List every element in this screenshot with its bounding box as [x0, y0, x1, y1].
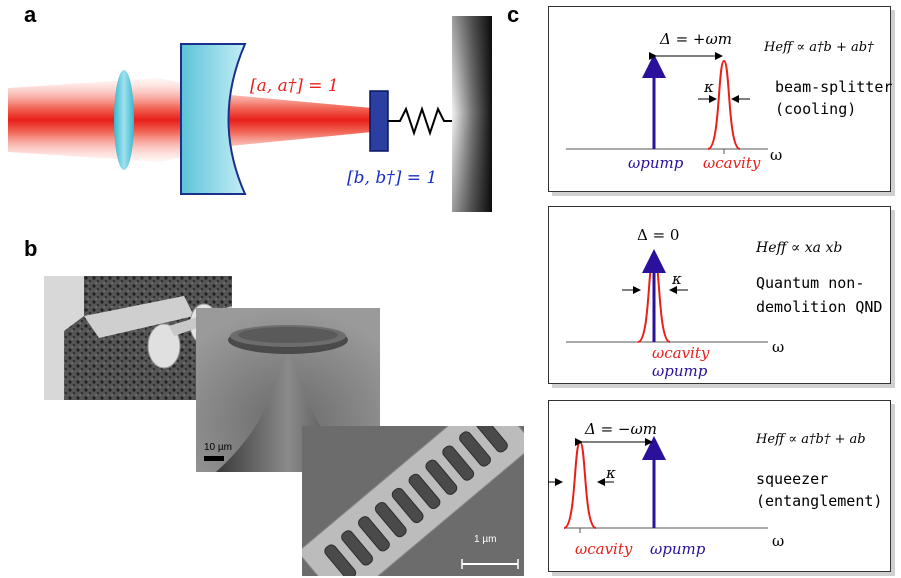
regime-desc-cooling-1: beam-splitter	[775, 78, 893, 96]
scale-label-1um: 1 µm	[474, 534, 497, 545]
detuning-label-cooling: Δ = +ωm	[660, 30, 732, 48]
axis-label-squeezer: ω	[772, 532, 785, 550]
hamiltonian-squeezer: Heff ∝ a†b† + ab	[756, 432, 866, 447]
hamiltonian-cooling: Heff ∝ a†b + ab†	[764, 40, 874, 55]
pump-label-cooling: ωpump	[628, 154, 684, 172]
detuning-label-squeezer: Δ = −ωm	[585, 420, 657, 438]
regime-box-qnd	[548, 206, 891, 384]
regime-desc-squeezer-2: (entanglement)	[756, 492, 883, 510]
kappa-label-squeezer: κ	[606, 464, 616, 482]
regime-desc-qnd-1: Quantum non-	[756, 274, 865, 292]
cavity-label-squeezer: ωcavity	[575, 540, 633, 558]
axis-label-cooling: ω	[770, 146, 783, 164]
scale-label-10um: 10 µm	[204, 442, 232, 453]
pump-label-qnd: ωpump	[652, 362, 708, 380]
panel-label-b: b	[24, 236, 38, 261]
regime-desc-cooling-2: (cooling)	[775, 100, 857, 118]
optomechanical-cavity-diagram	[8, 16, 492, 212]
spectrum-plot-cooling	[566, 52, 768, 154]
regime-box-squeezer	[548, 400, 891, 572]
cavity-resonance	[707, 59, 741, 150]
pump-label-squeezer: ωpump	[650, 540, 706, 558]
curved-mirror	[180, 43, 247, 195]
axis-label-qnd: ω	[772, 338, 785, 356]
spectrum-plot-qnd	[566, 249, 768, 343]
cavity-resonance	[563, 440, 597, 529]
mechanical-commutator-label: [b, b†] = 1	[347, 168, 438, 188]
detuning-label-qnd: Δ = 0	[637, 226, 680, 244]
sem-image-optomechanical-crystal	[302, 426, 524, 576]
regime-desc-qnd-2: demolition QND	[756, 298, 883, 316]
cavity-commutator-label: [a, a†] = 1	[250, 76, 339, 96]
lens	[114, 70, 134, 170]
panel-label-a: a	[24, 2, 37, 27]
panel-label-c: c	[507, 2, 520, 27]
regime-desc-squeezer-1: squeezer	[756, 470, 829, 488]
cavity-label-cooling: ωcavity	[703, 154, 761, 172]
mechanical-mirror	[369, 90, 389, 152]
kappa-label-qnd: κ	[672, 270, 682, 288]
hamiltonian-qnd: Heff ∝ xa xb	[756, 240, 843, 256]
spectrum-plot-squeezer	[548, 436, 768, 533]
kappa-label-cooling: κ	[704, 78, 714, 96]
cavity-label-qnd: ωcavity	[652, 344, 710, 362]
spring	[388, 105, 456, 137]
